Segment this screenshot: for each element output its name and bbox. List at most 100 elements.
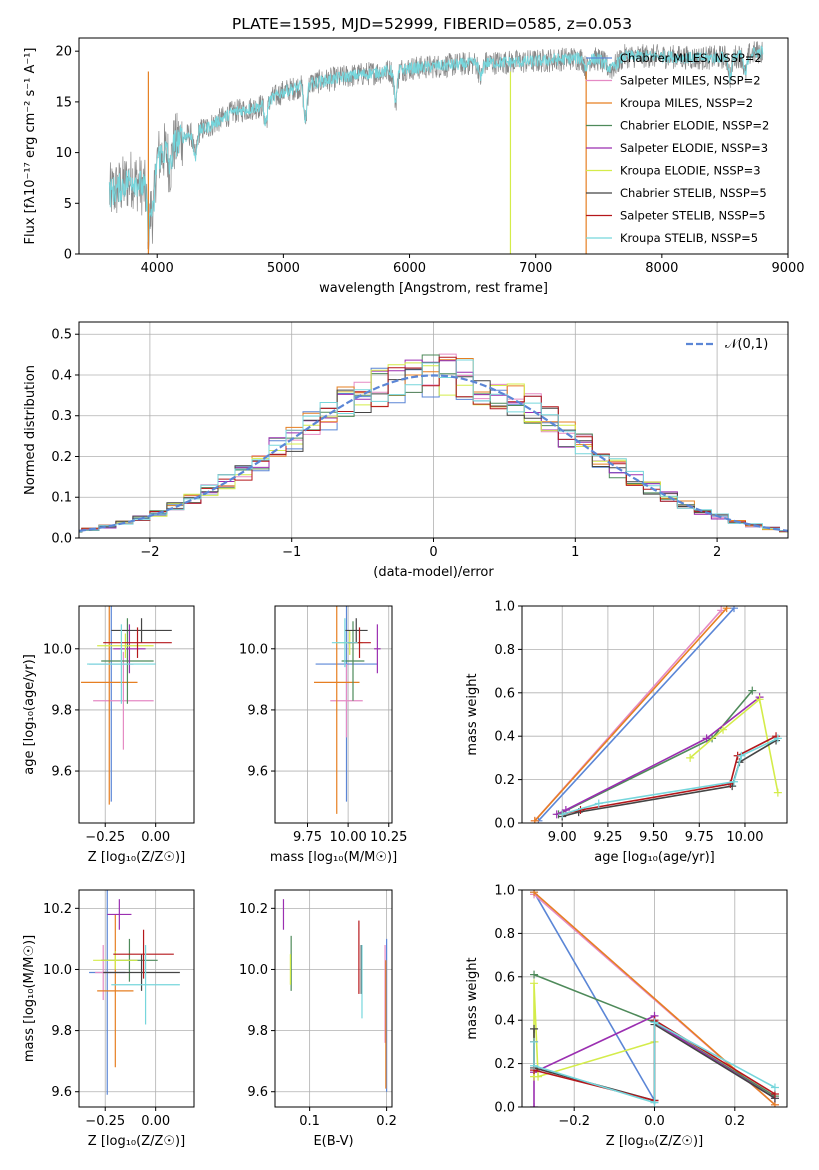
weight-line	[558, 690, 753, 816]
errorbar-point	[93, 651, 154, 750]
weight-line	[533, 891, 656, 1101]
errorbar-point	[81, 606, 138, 805]
weight-marker	[534, 1072, 543, 1081]
x-tick-label: 9.25	[593, 830, 622, 845]
weight-marker	[737, 751, 746, 760]
y-tick-label: 10.0	[43, 642, 72, 657]
weight-marker	[755, 695, 764, 704]
y-tick-label: 10.0	[43, 963, 72, 978]
y-tick-label: 0.2	[494, 1057, 515, 1072]
y-tick-label: 9.8	[247, 1024, 268, 1039]
axes-frame	[521, 889, 788, 1108]
weight-marker	[702, 734, 711, 743]
x-axis-label: wavelength [Angstrom, rest frame]	[319, 281, 548, 296]
panel-age-weight: 9.00 9.25 9.50 9.75 10.00 0.0 0.2 0.4 0.6 0.8 1.0 a…	[465, 600, 788, 865]
x-tick-label: 0.00	[141, 1114, 170, 1129]
y-tick-label: 0.0	[494, 1101, 515, 1116]
errorbar-point	[331, 618, 358, 668]
x-tick-label: 7000	[519, 261, 552, 276]
weight-marker	[594, 799, 603, 808]
weight-line	[534, 607, 728, 822]
x-tick-label: 10.25	[370, 830, 407, 845]
y-tick-label: 10.2	[239, 902, 268, 917]
x-axis-label: (data-model)/error	[373, 565, 494, 580]
y-axis-label: mass weight	[465, 673, 480, 755]
weight-marker	[530, 979, 539, 988]
x-axis-label: Z [log₁₀(Z/Z☉)]	[88, 1134, 185, 1149]
x-tick-label: 2	[713, 545, 721, 560]
y-tick-label: 0.8	[494, 927, 515, 942]
observed-spectrum-line	[108, 41, 763, 254]
x-tick-label: 0.2	[724, 1114, 745, 1129]
plot-area	[275, 890, 392, 1107]
x-axis-label: age [log₁₀(age/yr)]	[594, 850, 715, 865]
y-tick-label: 9.8	[247, 703, 268, 718]
y-tick-label: 0	[64, 248, 72, 263]
y-tick-label: 0.1	[51, 491, 72, 506]
panel-spectrum: 4000 5000 6000 7000 8000 9000 0 5 10 15 20 waveleng…	[23, 37, 805, 296]
weight-line	[533, 1021, 776, 1104]
plot-area	[79, 322, 788, 538]
x-tick-label: 0.2	[376, 1114, 397, 1129]
x-tick-label: 9.75	[293, 830, 322, 845]
figure-title: PLATE=1595, MJD=52999, FIBERID=0585, z=0…	[232, 15, 632, 33]
errorbar-point	[314, 606, 360, 814]
y-tick-label: 9.6	[51, 765, 72, 780]
y-tick-label: 5	[64, 197, 72, 212]
x-tick-label: 5000	[267, 261, 300, 276]
y-axis-label: mass weight	[465, 957, 480, 1039]
weight-marker	[530, 1061, 539, 1070]
panel-z-mass: −0.25 0.00 9.6 9.8 10.0 10.2 Z [log₁₀(Z/Z☉)] ma…	[22, 889, 195, 1149]
x-tick-label: 9.00	[548, 830, 577, 845]
y-tick-label: 0.0	[494, 817, 515, 832]
weight-line	[561, 737, 779, 816]
y-axis-label: Flux [fλ10⁻¹⁷ erg cm⁻² s⁻¹ A⁻¹]	[23, 48, 38, 245]
axes-frame	[274, 605, 393, 824]
y-tick-label: 0.6	[494, 686, 515, 701]
y-tick-label: 0.6	[494, 970, 515, 985]
legend: 𝒩(0,1)	[686, 337, 768, 352]
weight-marker	[770, 1083, 779, 1092]
y-tick-label: 10.0	[239, 642, 268, 657]
weight-marker	[530, 816, 539, 823]
y-tick-label: 9.8	[51, 1024, 72, 1039]
x-axis-label: E(B-V)	[313, 1134, 353, 1149]
x-tick-label: 6000	[393, 261, 426, 276]
weight-line-series-4	[552, 693, 764, 819]
x-tick-label: −0.25	[85, 1114, 125, 1129]
weight-line-series-8	[530, 1018, 779, 1107]
weight-marker	[530, 890, 539, 897]
legend-label: Salpeter MILES, NSSP=2	[620, 74, 761, 88]
y-tick-label: 0.3	[51, 409, 72, 424]
x-tick-label: 8000	[645, 261, 678, 276]
legend-label: Salpeter STELIB, NSSP=5	[620, 209, 766, 223]
y-tick-label: 20	[55, 45, 72, 60]
y-tick-label: 10	[55, 146, 72, 161]
weight-marker	[558, 810, 567, 819]
weight-marker	[530, 970, 539, 979]
y-tick-label: 0.0	[51, 532, 72, 547]
legend-label: 𝒩(0,1)	[725, 337, 768, 352]
legend-label: Kroupa ELODIE, NSSP=3	[620, 164, 761, 178]
y-tick-label: 0.4	[494, 730, 515, 745]
x-tick-label: 1	[571, 545, 579, 560]
axes-frame	[78, 889, 195, 1108]
y-tick-label: 9.6	[247, 1085, 268, 1100]
histogram-series-8	[79, 359, 788, 533]
x-tick-label: 10.00	[330, 830, 367, 845]
weight-marker	[730, 777, 738, 786]
weight-line-series-5	[686, 695, 782, 797]
errorbar-point	[330, 664, 363, 738]
x-tick-label: −0.2	[558, 1114, 590, 1129]
weight-marker	[650, 1018, 659, 1027]
errorbar-point	[111, 618, 172, 643]
legend-label: Chabrier STELIB, NSSP=5	[620, 186, 767, 200]
errorbar-point	[87, 624, 156, 704]
model-spectrum-line	[108, 45, 764, 244]
x-tick-label: −1	[282, 545, 301, 560]
legend-label: Chabrier ELODIE, NSSP=2	[620, 119, 769, 133]
plot-area	[522, 890, 787, 1107]
weight-marker	[773, 734, 782, 743]
y-tick-label: 9.8	[51, 703, 72, 718]
